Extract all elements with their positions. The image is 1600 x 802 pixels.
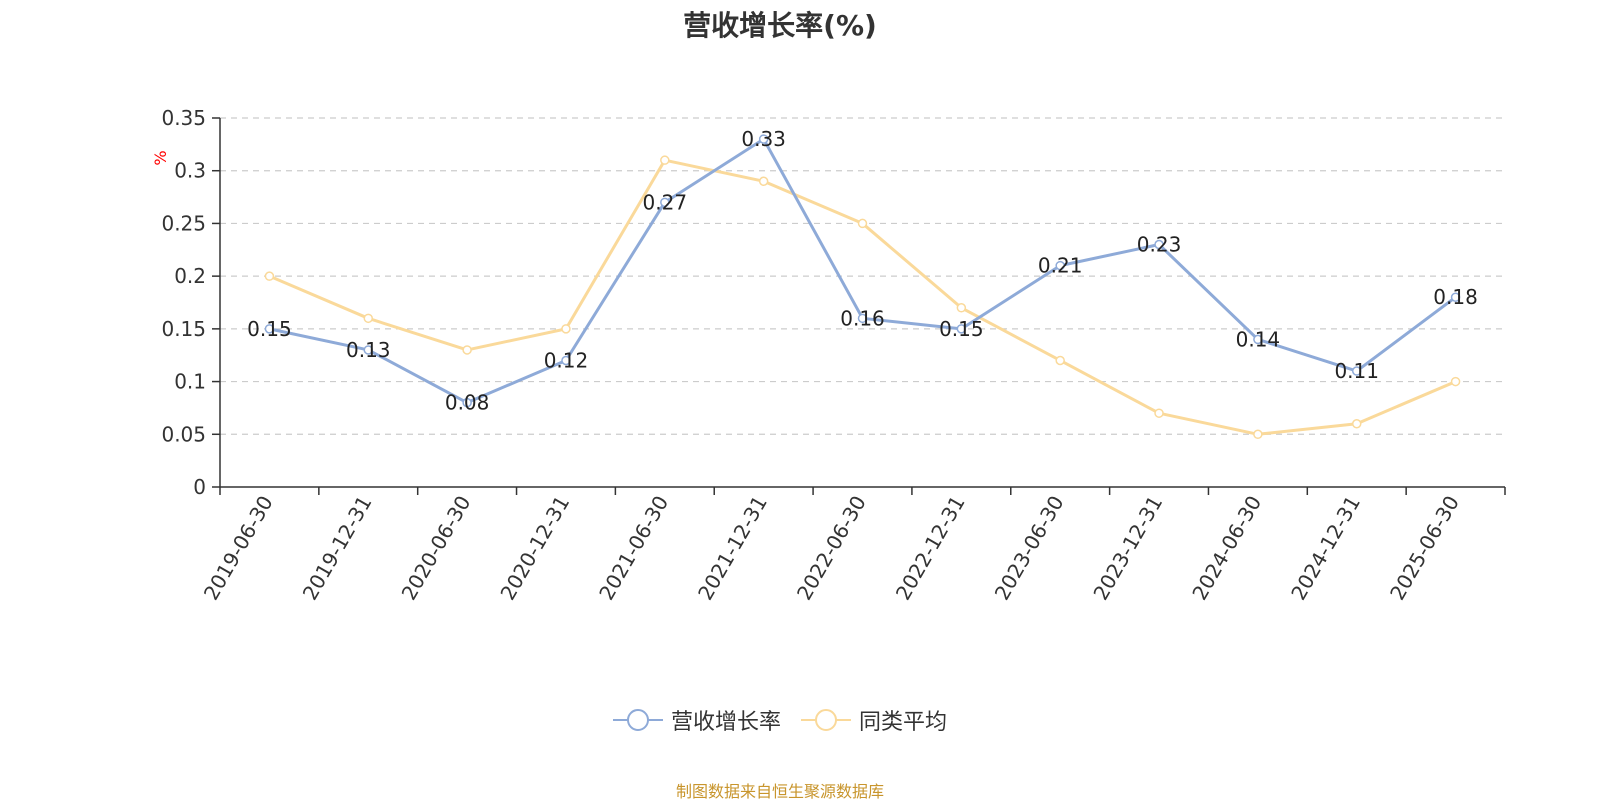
data-label: 0.11 [1334,359,1379,383]
data-point [1351,366,1362,376]
y-tick-label: 0.25 [161,211,206,235]
y-tick-label: 0.15 [161,317,206,341]
y-tick-label: 0.35 [161,106,206,130]
x-tick-label: 2024-12-31 [1286,492,1365,605]
series-line-revenue-growth [269,137,1457,405]
data-point [660,197,670,208]
x-tick-label: 2019-12-31 [298,492,377,605]
data-label: 0.15 [247,317,292,341]
data-label: 0.14 [1236,327,1281,351]
x-tick-label: 2022-12-31 [891,492,970,605]
data-point [1055,355,1065,366]
data-point [956,324,967,334]
legend-label: 同类平均 [859,710,948,735]
data-point [1351,418,1362,429]
x-tick-label: 2025-06-30 [1385,492,1464,605]
data-label: 0.16 [840,306,885,330]
data-point [462,345,472,355]
data-point [363,313,374,324]
data-label: 0.27 [643,190,688,214]
legend-line-circle-icon [612,709,663,731]
data-point [758,134,769,144]
data-label: 0.23 [1137,233,1182,257]
data-label: 0.13 [346,338,391,362]
data-point [956,303,967,313]
x-tick-label: 2021-12-31 [693,492,772,605]
legend-item-peer-average[interactable]: 同类平均 [801,704,947,736]
x-tick-label: 2021-06-30 [594,492,673,605]
data-point [363,345,374,355]
data-label: 0.15 [939,317,984,341]
x-tick-label: 2024-06-30 [1187,492,1266,605]
y-tick-label: 0.05 [161,422,206,446]
data-point [264,271,275,281]
data-point [1450,292,1461,302]
chart-title: 营收增长率(%) [683,9,877,42]
x-tick-label: 2022-06-30 [792,492,871,605]
grid-lines [220,117,1505,435]
data-point [1253,334,1263,345]
data-point [1154,239,1164,250]
legend-label: 营收增长率 [670,710,781,735]
y-tick-label: 0.2 [174,264,206,288]
data-point [857,313,868,324]
series-lines [264,134,1461,440]
y-axis-unit-label: % [151,150,170,165]
data-label: 0.21 [1038,254,1083,278]
legend-item-revenue-growth[interactable]: 营收增长率 [612,704,781,736]
y-tick-label: 0.1 [174,370,206,394]
legend-line-circle-icon [801,709,851,731]
line-chart: 0 0.05 0.1 0.15 0.2 0.25 0.3 0.35 2019-06-30 2019… [151,106,1506,605]
data-point [561,324,571,334]
data-point [1055,260,1065,271]
x-tick-label: 2023-12-31 [1088,492,1167,605]
y-tick-label: 0 [193,475,206,499]
data-labels: 0.15 0.13 0.08 0.12 0.27 0.33 0.16 0.15 0.21 0.23… [247,127,1478,415]
x-tick-label: 2020-12-31 [495,492,574,605]
data-point [462,397,472,408]
data-point [561,355,571,366]
data-point [660,155,670,165]
data-label: 0.33 [741,127,786,151]
data-point [264,324,275,334]
data-label: 0.18 [1433,285,1478,309]
x-tick-label: 2019-06-30 [199,492,278,605]
data-label: 0.12 [544,348,589,372]
data-point [1253,429,1263,440]
data-label: 0.08 [445,391,490,415]
x-tick-label: 2023-06-30 [990,492,1069,605]
data-point [758,176,769,187]
data-point [1450,376,1461,387]
y-tick-label: 0.3 [174,159,206,183]
legend: 营收增长率 同类平均 [0,704,1560,736]
source-note: 制图数据来自恒生聚源数据库 [675,782,884,801]
data-point [1154,408,1164,418]
x-tick-label: 2020-06-30 [397,491,476,604]
data-point [857,218,868,229]
